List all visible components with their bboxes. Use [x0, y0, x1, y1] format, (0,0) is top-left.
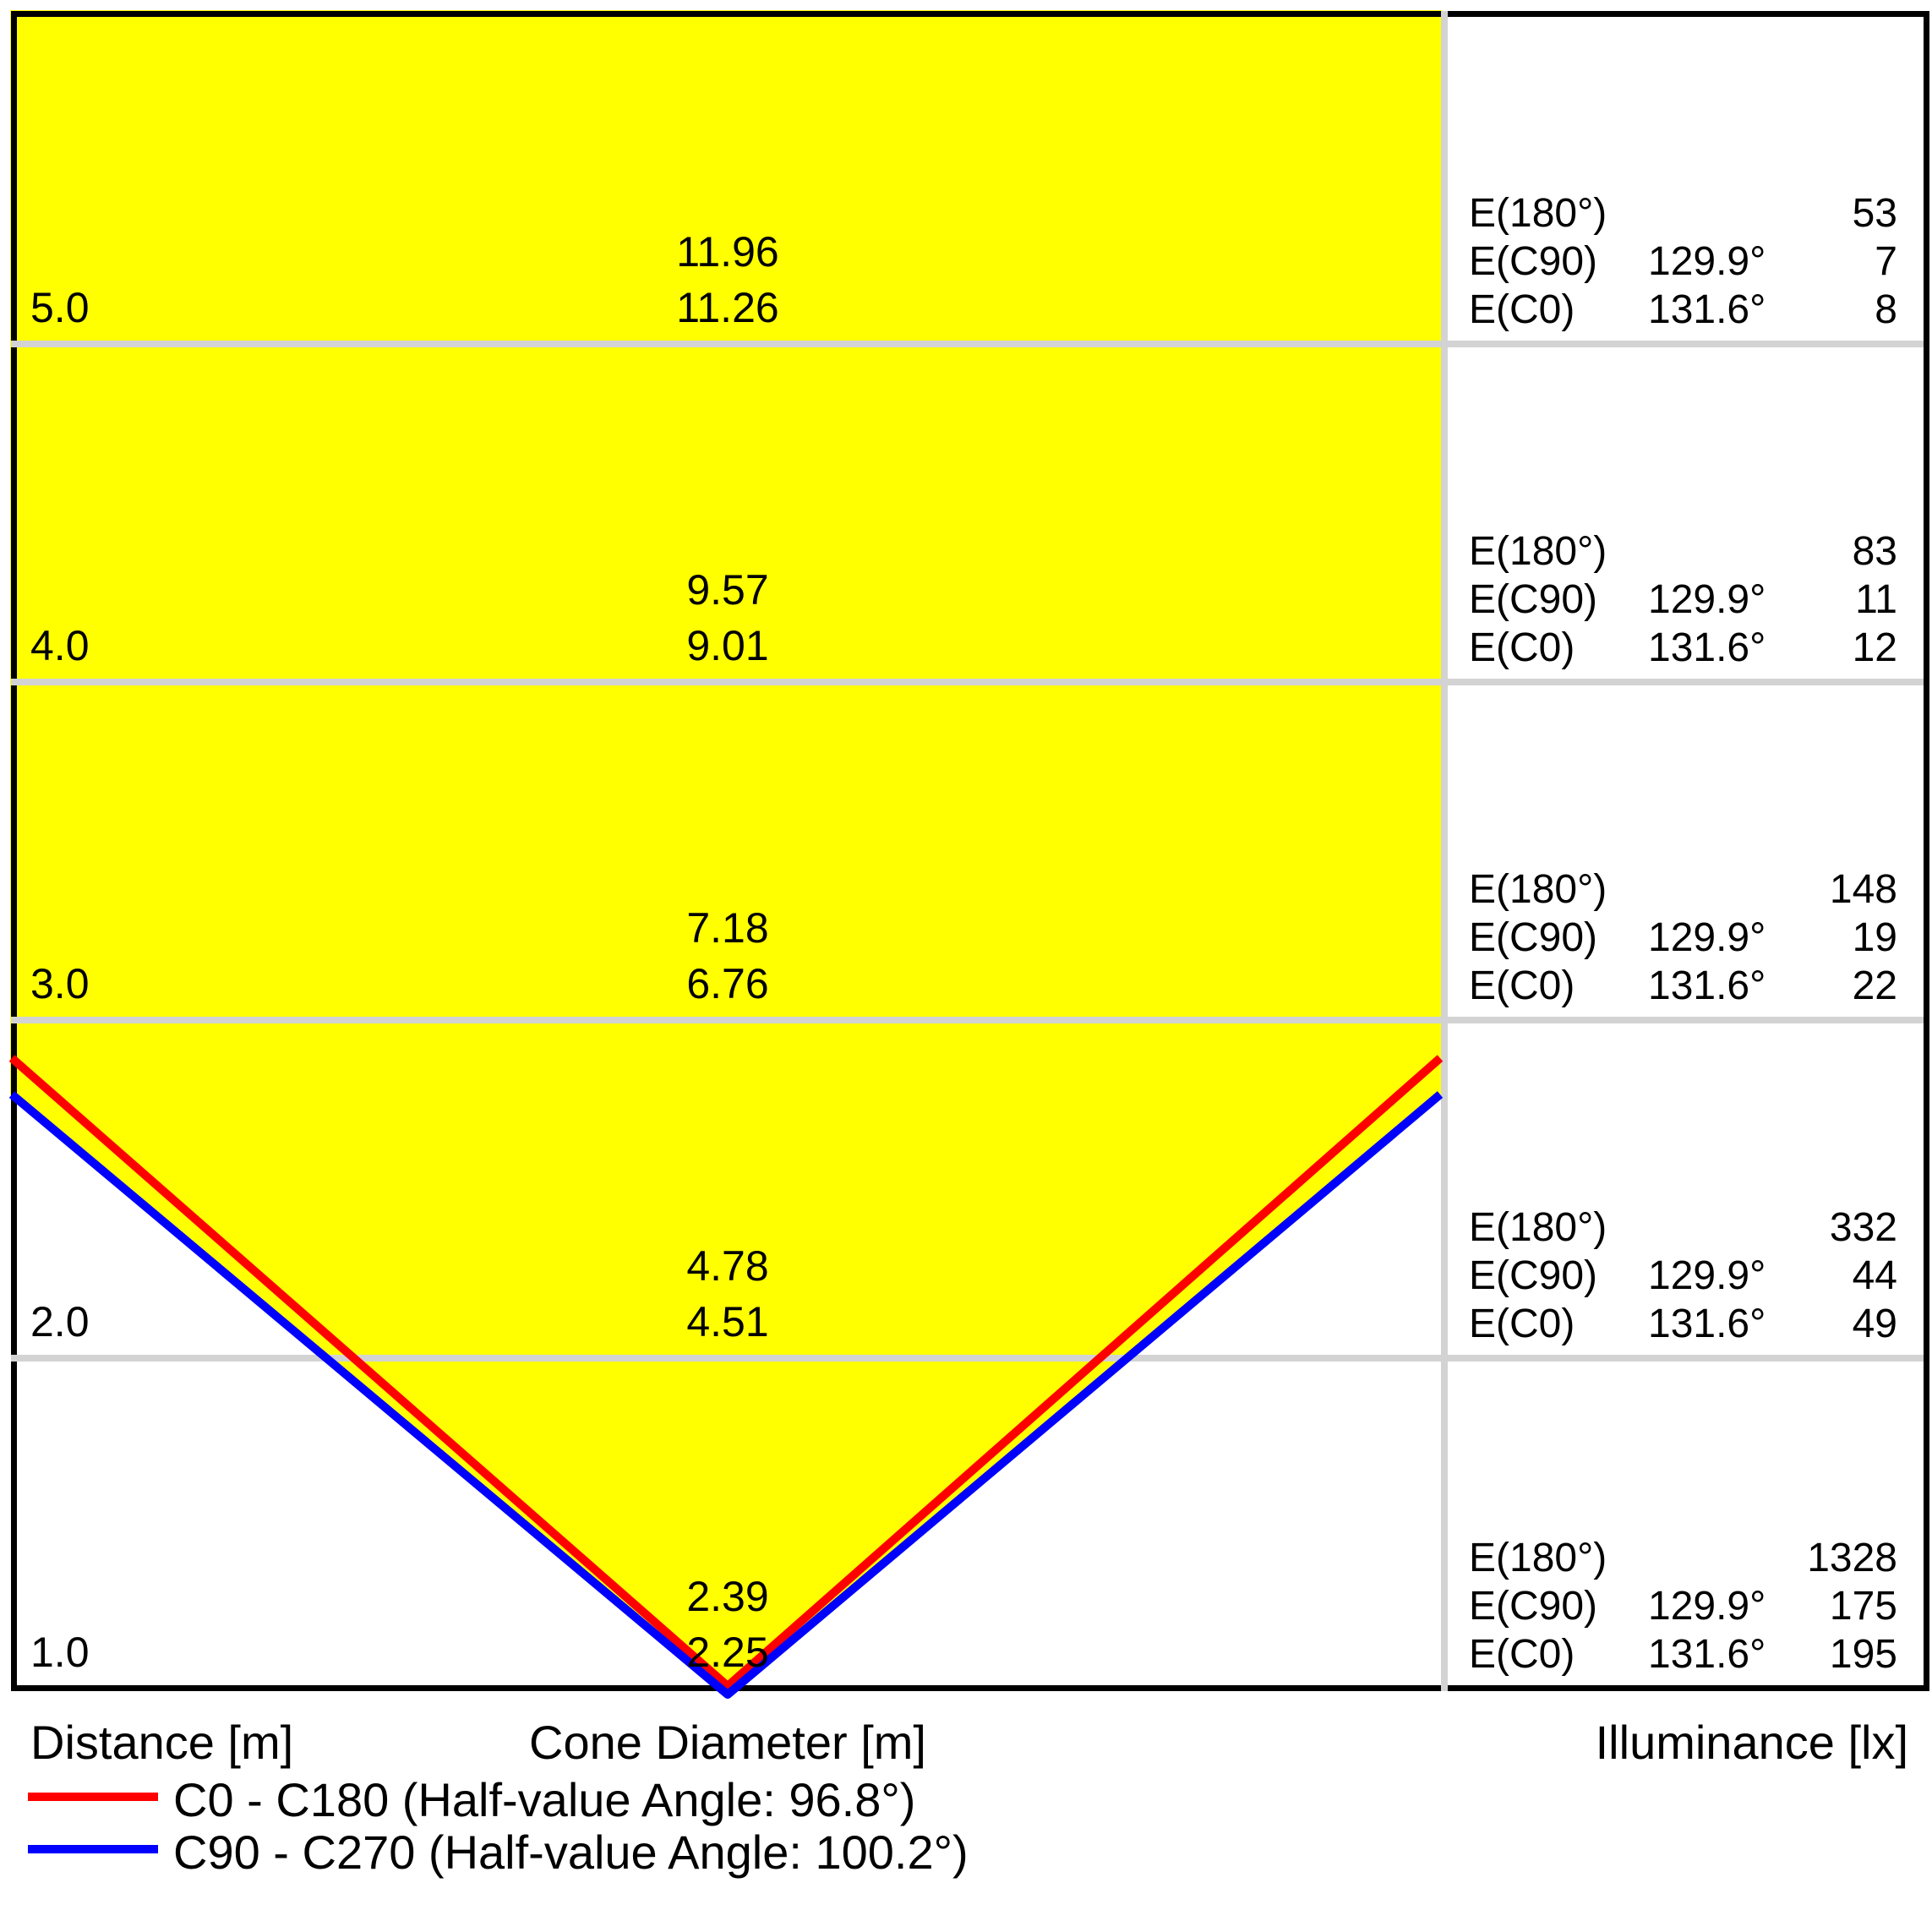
illum-border-top [1448, 11, 1929, 17]
c90-c270-line-swatch [28, 1845, 158, 1853]
ec90-label: E(C90) [1469, 239, 1598, 284]
e180-value: 83 [1852, 529, 1897, 574]
ec90-angle: 129.9° [1648, 577, 1766, 622]
ec0-value: 195 [1829, 1632, 1897, 1677]
distance-axis-label: Distance [m] [30, 1716, 294, 1769]
cone-diameter-c90: 7.18 [686, 904, 769, 952]
distance-label: 5.0 [30, 284, 90, 331]
ec0-label: E(C0) [1469, 1632, 1575, 1677]
e180-angle [1648, 1534, 1775, 1582]
e180-angle [1648, 189, 1775, 237]
e180-value: 148 [1829, 867, 1897, 912]
cone-diameter-c90: 2.39 [686, 1573, 769, 1620]
ec90-value: 7 [1875, 239, 1897, 284]
e180-angle [1648, 1203, 1775, 1252]
distance-label: 2.0 [30, 1298, 90, 1345]
e180-label: E(180°) [1469, 1205, 1607, 1250]
ec0-label: E(C0) [1469, 625, 1575, 670]
cone-diameter-c0: 6.76 [686, 960, 769, 1007]
legend-label-c90: C90 - C270 (Half-value Angle: 100.2°) [173, 1826, 969, 1879]
row-separator [11, 341, 1924, 347]
distance-label: 1.0 [30, 1629, 90, 1676]
e180-value: 332 [1829, 1205, 1897, 1250]
ec0-label: E(C0) [1469, 963, 1575, 1008]
cone-diameter-c0: 2.25 [686, 1629, 769, 1676]
illuminance-table: E(180°) 53 E(C90) 129.9° 7 E(C0) 131.6° … [1469, 189, 1897, 334]
chart-border-bottom [11, 1685, 1441, 1691]
ec0-value: 12 [1852, 625, 1897, 670]
row-separator [11, 679, 1924, 685]
ec0-angle: 131.6° [1648, 963, 1766, 1008]
row-separator [11, 1017, 1924, 1023]
legend-label-c0: C0 - C180 (Half-value Angle: 96.8°) [173, 1773, 916, 1826]
cone-diameter-c0: 11.26 [676, 284, 779, 331]
ec90-label: E(C90) [1469, 915, 1598, 960]
ec0-value: 22 [1852, 963, 1897, 1008]
ec90-angle: 129.9° [1648, 1253, 1766, 1298]
ec90-label: E(C90) [1469, 1584, 1598, 1629]
e180-value: 1328 [1807, 1536, 1897, 1580]
cone-diameter-c0: 9.01 [686, 622, 769, 669]
distance-label: 4.0 [30, 622, 90, 669]
ec90-label: E(C90) [1469, 1253, 1598, 1298]
chart-border-left [11, 11, 17, 1691]
ec90-angle: 129.9° [1648, 239, 1766, 284]
e180-angle [1648, 865, 1775, 914]
ec90-value: 19 [1852, 915, 1897, 960]
illuminance-table: E(180°) 83 E(C90) 129.9° 11 E(C0) 131.6°… [1469, 527, 1897, 672]
cone-diameter-c0: 4.51 [686, 1298, 769, 1345]
ec0-angle: 131.6° [1648, 1302, 1766, 1346]
panel-divider [1441, 11, 1448, 1691]
ec90-label: E(C90) [1469, 577, 1598, 622]
illuminance-table: E(180°) 148 E(C90) 129.9° 19 E(C0) 131.6… [1469, 865, 1897, 1010]
e180-value: 53 [1852, 191, 1897, 236]
ec0-label: E(C0) [1469, 287, 1575, 332]
row-separator [11, 1355, 1924, 1362]
illuminance-axis-label: Illuminance [lx] [1595, 1716, 1908, 1769]
c0-c180-line-swatch [28, 1793, 158, 1801]
cone-diameter-c90: 9.57 [686, 566, 769, 614]
ec0-value: 49 [1852, 1302, 1897, 1346]
cone-diameter-c90: 4.78 [686, 1242, 769, 1290]
cone-diameter-c90: 11.96 [676, 228, 779, 276]
e180-label: E(180°) [1469, 191, 1607, 236]
distance-label: 3.0 [30, 960, 90, 1007]
ec0-value: 8 [1875, 287, 1897, 332]
ec0-angle: 131.6° [1648, 287, 1766, 332]
ec90-value: 44 [1852, 1253, 1897, 1298]
illum-border-right [1924, 11, 1929, 1691]
illum-border-bottom [1448, 1685, 1929, 1691]
ec90-angle: 129.9° [1648, 915, 1766, 960]
illuminance-table: E(180°) 332 E(C90) 129.9° 44 E(C0) 131.6… [1469, 1203, 1897, 1348]
e180-label: E(180°) [1469, 867, 1607, 912]
chart-border-top [11, 11, 1441, 17]
e180-label: E(180°) [1469, 529, 1607, 574]
ec90-angle: 129.9° [1648, 1584, 1766, 1629]
illuminance-table: E(180°) 1328 E(C90) 129.9° 175 E(C0) 131… [1469, 1534, 1897, 1678]
ec90-value: 175 [1829, 1584, 1897, 1629]
ec90-value: 11 [1855, 577, 1897, 622]
cone-diameter-axis-label: Cone Diameter [m] [529, 1716, 926, 1769]
ec0-angle: 131.6° [1648, 1632, 1766, 1677]
ec0-label: E(C0) [1469, 1302, 1575, 1346]
e180-label: E(180°) [1469, 1536, 1607, 1580]
ec0-angle: 131.6° [1648, 625, 1766, 670]
e180-angle [1648, 527, 1775, 576]
